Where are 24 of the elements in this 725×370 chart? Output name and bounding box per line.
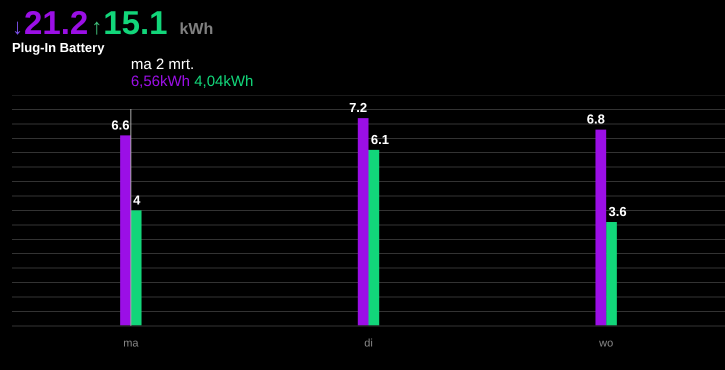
data-label: 3.6	[608, 204, 627, 220]
data-label: 6.1	[370, 132, 389, 147]
chart-title: Plug-In Battery	[12, 40, 104, 55]
data-label: 7.2	[349, 100, 368, 116]
x-tick-label: di	[364, 337, 373, 350]
bar	[358, 118, 368, 326]
bar	[368, 150, 380, 326]
data-label: 6.6	[111, 117, 130, 132]
text: ma 2 mrt.	[130, 56, 196, 73]
text: 21.2	[24, 4, 88, 42]
x-tick-label: wo	[598, 337, 614, 350]
x-tick-label: ma	[123, 337, 140, 350]
bar	[130, 210, 142, 326]
text: 6,56kWh	[130, 73, 190, 90]
text: 4,04kWh	[194, 73, 254, 90]
text: 15.1	[103, 4, 168, 42]
text: ↑	[91, 14, 102, 40]
data-label: 4	[133, 192, 142, 208]
data-label: 6.8	[586, 112, 605, 127]
bar	[595, 130, 606, 326]
text: ↓	[12, 14, 23, 40]
bar	[606, 222, 617, 326]
text: kWh	[179, 21, 214, 39]
bar	[120, 135, 131, 326]
